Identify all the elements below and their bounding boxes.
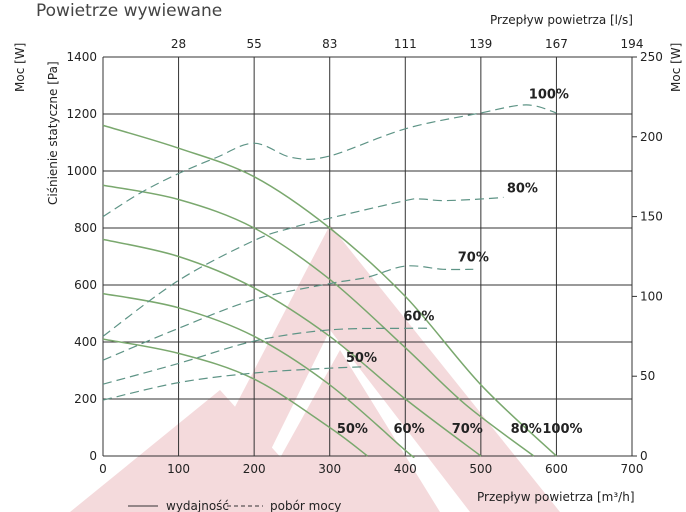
left-y-axis: 0 200 400 600 800 1000 1200 1400 <box>66 50 97 463</box>
legend-solid-label: wydajność <box>166 499 229 512</box>
x-tick-label: 500 <box>469 462 492 476</box>
power-line-100 <box>102 104 557 218</box>
x-tick-label: 400 <box>394 462 417 476</box>
x2-tick-label: 194 <box>621 37 644 51</box>
x-tick-label: 600 <box>545 462 568 476</box>
bottom-x-axis: 0 100 200 300 400 500 600 700 <box>99 462 643 476</box>
y-tick-label: 600 <box>74 278 97 292</box>
x2-tick-label: 139 <box>469 37 492 51</box>
y2-tick-label: 150 <box>640 210 663 224</box>
y2-tick-label: 50 <box>640 369 655 383</box>
x-tick-label: 200 <box>243 462 266 476</box>
x-tick-label: 300 <box>318 462 341 476</box>
legend: wydajność pobór mocy <box>128 499 341 512</box>
efficiency-line-100 <box>102 124 557 457</box>
top-x-axis: 28 55 83 111 139 167 194 <box>171 37 644 51</box>
y2-tick-label: 200 <box>640 130 663 144</box>
efficiency-line-70 <box>102 238 482 457</box>
efficiency-curve-label: 80% <box>511 422 542 437</box>
y-tick-label: 1400 <box>66 50 97 64</box>
y-tick-label: 1000 <box>66 164 97 178</box>
legend-dashed-label: pobór mocy <box>270 499 341 512</box>
power-curve-label: 80% <box>507 182 538 197</box>
watermark-logo <box>70 225 560 512</box>
y-tick-label: 800 <box>74 221 97 235</box>
y2-tick-label: 250 <box>640 50 663 64</box>
x2-tick-label: 55 <box>247 37 262 51</box>
y-tick-label: 0 <box>89 449 97 463</box>
x-tick-label: 0 <box>99 462 107 476</box>
x-tick-label: 700 <box>621 462 644 476</box>
y-tick-label: 400 <box>74 335 97 349</box>
y-tick-label: 1200 <box>66 107 97 121</box>
x2-axis-title: Przepływ powietrza [l/s] <box>490 13 633 27</box>
x2-tick-label: 83 <box>322 37 337 51</box>
power-line-70 <box>102 265 474 361</box>
chart-title: Powietrze wywiewane <box>36 1 222 21</box>
x2-tick-label: 111 <box>394 37 417 51</box>
power-line-50 <box>102 366 368 401</box>
grid <box>102 56 633 457</box>
x2-tick-label: 28 <box>171 37 186 51</box>
power-line-80 <box>102 196 504 337</box>
power-curve-label: 50% <box>346 351 377 366</box>
power-curve-label: 70% <box>458 250 489 265</box>
efficiency-curve-label: 50% <box>337 422 368 437</box>
efficiency-line-60 <box>102 292 415 459</box>
x-tick-label: 100 <box>167 462 190 476</box>
power-line-60 <box>102 327 429 385</box>
efficiency-curve-label: 70% <box>452 422 483 437</box>
efficiency-line-80 <box>102 184 535 457</box>
y2-tick-label: 100 <box>640 289 663 303</box>
curve-labels: 50% 60% 70% 80% 100%100%80%70%60%50% <box>337 87 583 437</box>
y2-axis-title: Moc [W] <box>669 43 683 92</box>
efficiency-curve-label: 100% <box>542 422 582 437</box>
y-tick-label: 200 <box>74 392 97 406</box>
power-curve-label: 100% <box>529 87 569 102</box>
power-curve-label: 60% <box>403 309 434 324</box>
watermark-shape <box>70 225 560 512</box>
series-group <box>102 104 557 459</box>
right-y-axis: 0 50 100 150 200 250 <box>632 50 663 463</box>
y-axis-title: Ciśnienie statyczne [Pa] <box>46 61 60 205</box>
efficiency-line-50 <box>102 338 368 457</box>
y2-tick-label: 0 <box>640 449 648 463</box>
x-axis-title: Przepływ powietrza [m³/h] <box>477 490 635 504</box>
x2-tick-label: 167 <box>545 37 568 51</box>
left-edge-label: Moc [W] <box>13 43 27 92</box>
efficiency-curve-label: 60% <box>394 422 425 437</box>
